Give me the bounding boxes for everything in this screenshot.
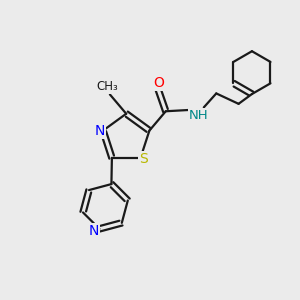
Text: CH₃: CH₃ (97, 80, 119, 93)
Text: N: N (89, 224, 99, 238)
Text: O: O (153, 76, 164, 90)
Text: S: S (139, 152, 148, 166)
Text: N: N (94, 124, 105, 138)
Text: NH: NH (189, 109, 209, 122)
